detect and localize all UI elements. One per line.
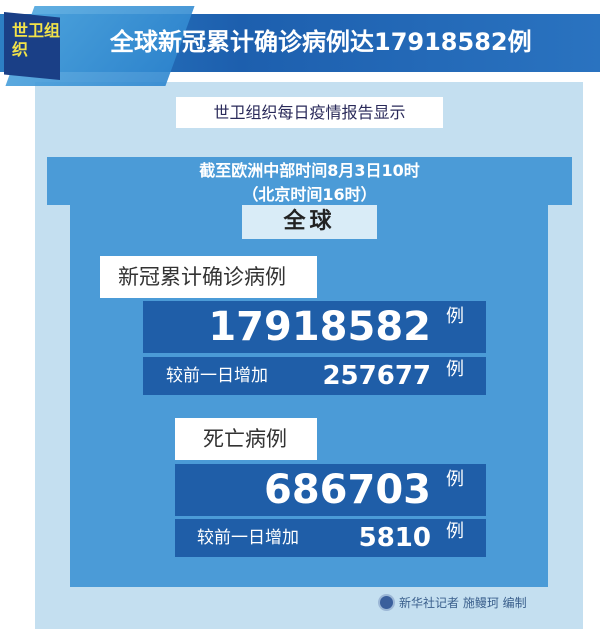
date-band — [47, 157, 572, 205]
deaths-increase-label: 较前一日增加 — [197, 528, 299, 548]
deaths-increase-unit: 例 — [446, 521, 464, 542]
credit-text: 新华社记者 施鳗珂 编制 — [399, 596, 527, 610]
deaths-total-box: 686703 例 — [175, 464, 486, 516]
subtitle: 世卫组织每日疫情报告显示 — [176, 97, 443, 128]
confirmed-increase-unit: 例 — [446, 359, 464, 380]
deaths-unit: 例 — [446, 469, 464, 490]
confirmed-increase-label: 较前一日增加 — [166, 366, 268, 386]
confirmed-unit: 例 — [446, 306, 464, 327]
date-text: 截至欧洲中部时间8月3日10时 （北京时间16时） — [47, 157, 572, 207]
date-line-2: （北京时间16时） — [242, 185, 377, 204]
page-title: 全球新冠累计确诊病例达17918582例 — [110, 28, 532, 56]
confirmed-increase: 257677 — [322, 361, 431, 391]
xinhua-logo-icon — [378, 594, 395, 611]
deaths-label: 死亡病例 — [175, 418, 317, 460]
confirmed-total: 17918582 — [208, 304, 431, 350]
credit: 新华社记者 施鳗珂 编制 — [378, 594, 527, 611]
deaths-increase: 5810 — [358, 523, 431, 553]
confirmed-increase-box: 较前一日增加 257677 例 — [143, 357, 486, 395]
deaths-increase-box: 较前一日增加 5810 例 — [175, 519, 486, 557]
region-label: 全球 — [242, 205, 377, 239]
confirmed-label: 新冠累计确诊病例 — [100, 256, 317, 298]
confirmed-total-box: 17918582 例 — [143, 301, 486, 353]
date-line-1: 截至欧洲中部时间8月3日10时 — [199, 161, 420, 180]
who-tag: 世卫组织 — [4, 12, 60, 80]
deaths-total: 686703 — [264, 467, 431, 513]
